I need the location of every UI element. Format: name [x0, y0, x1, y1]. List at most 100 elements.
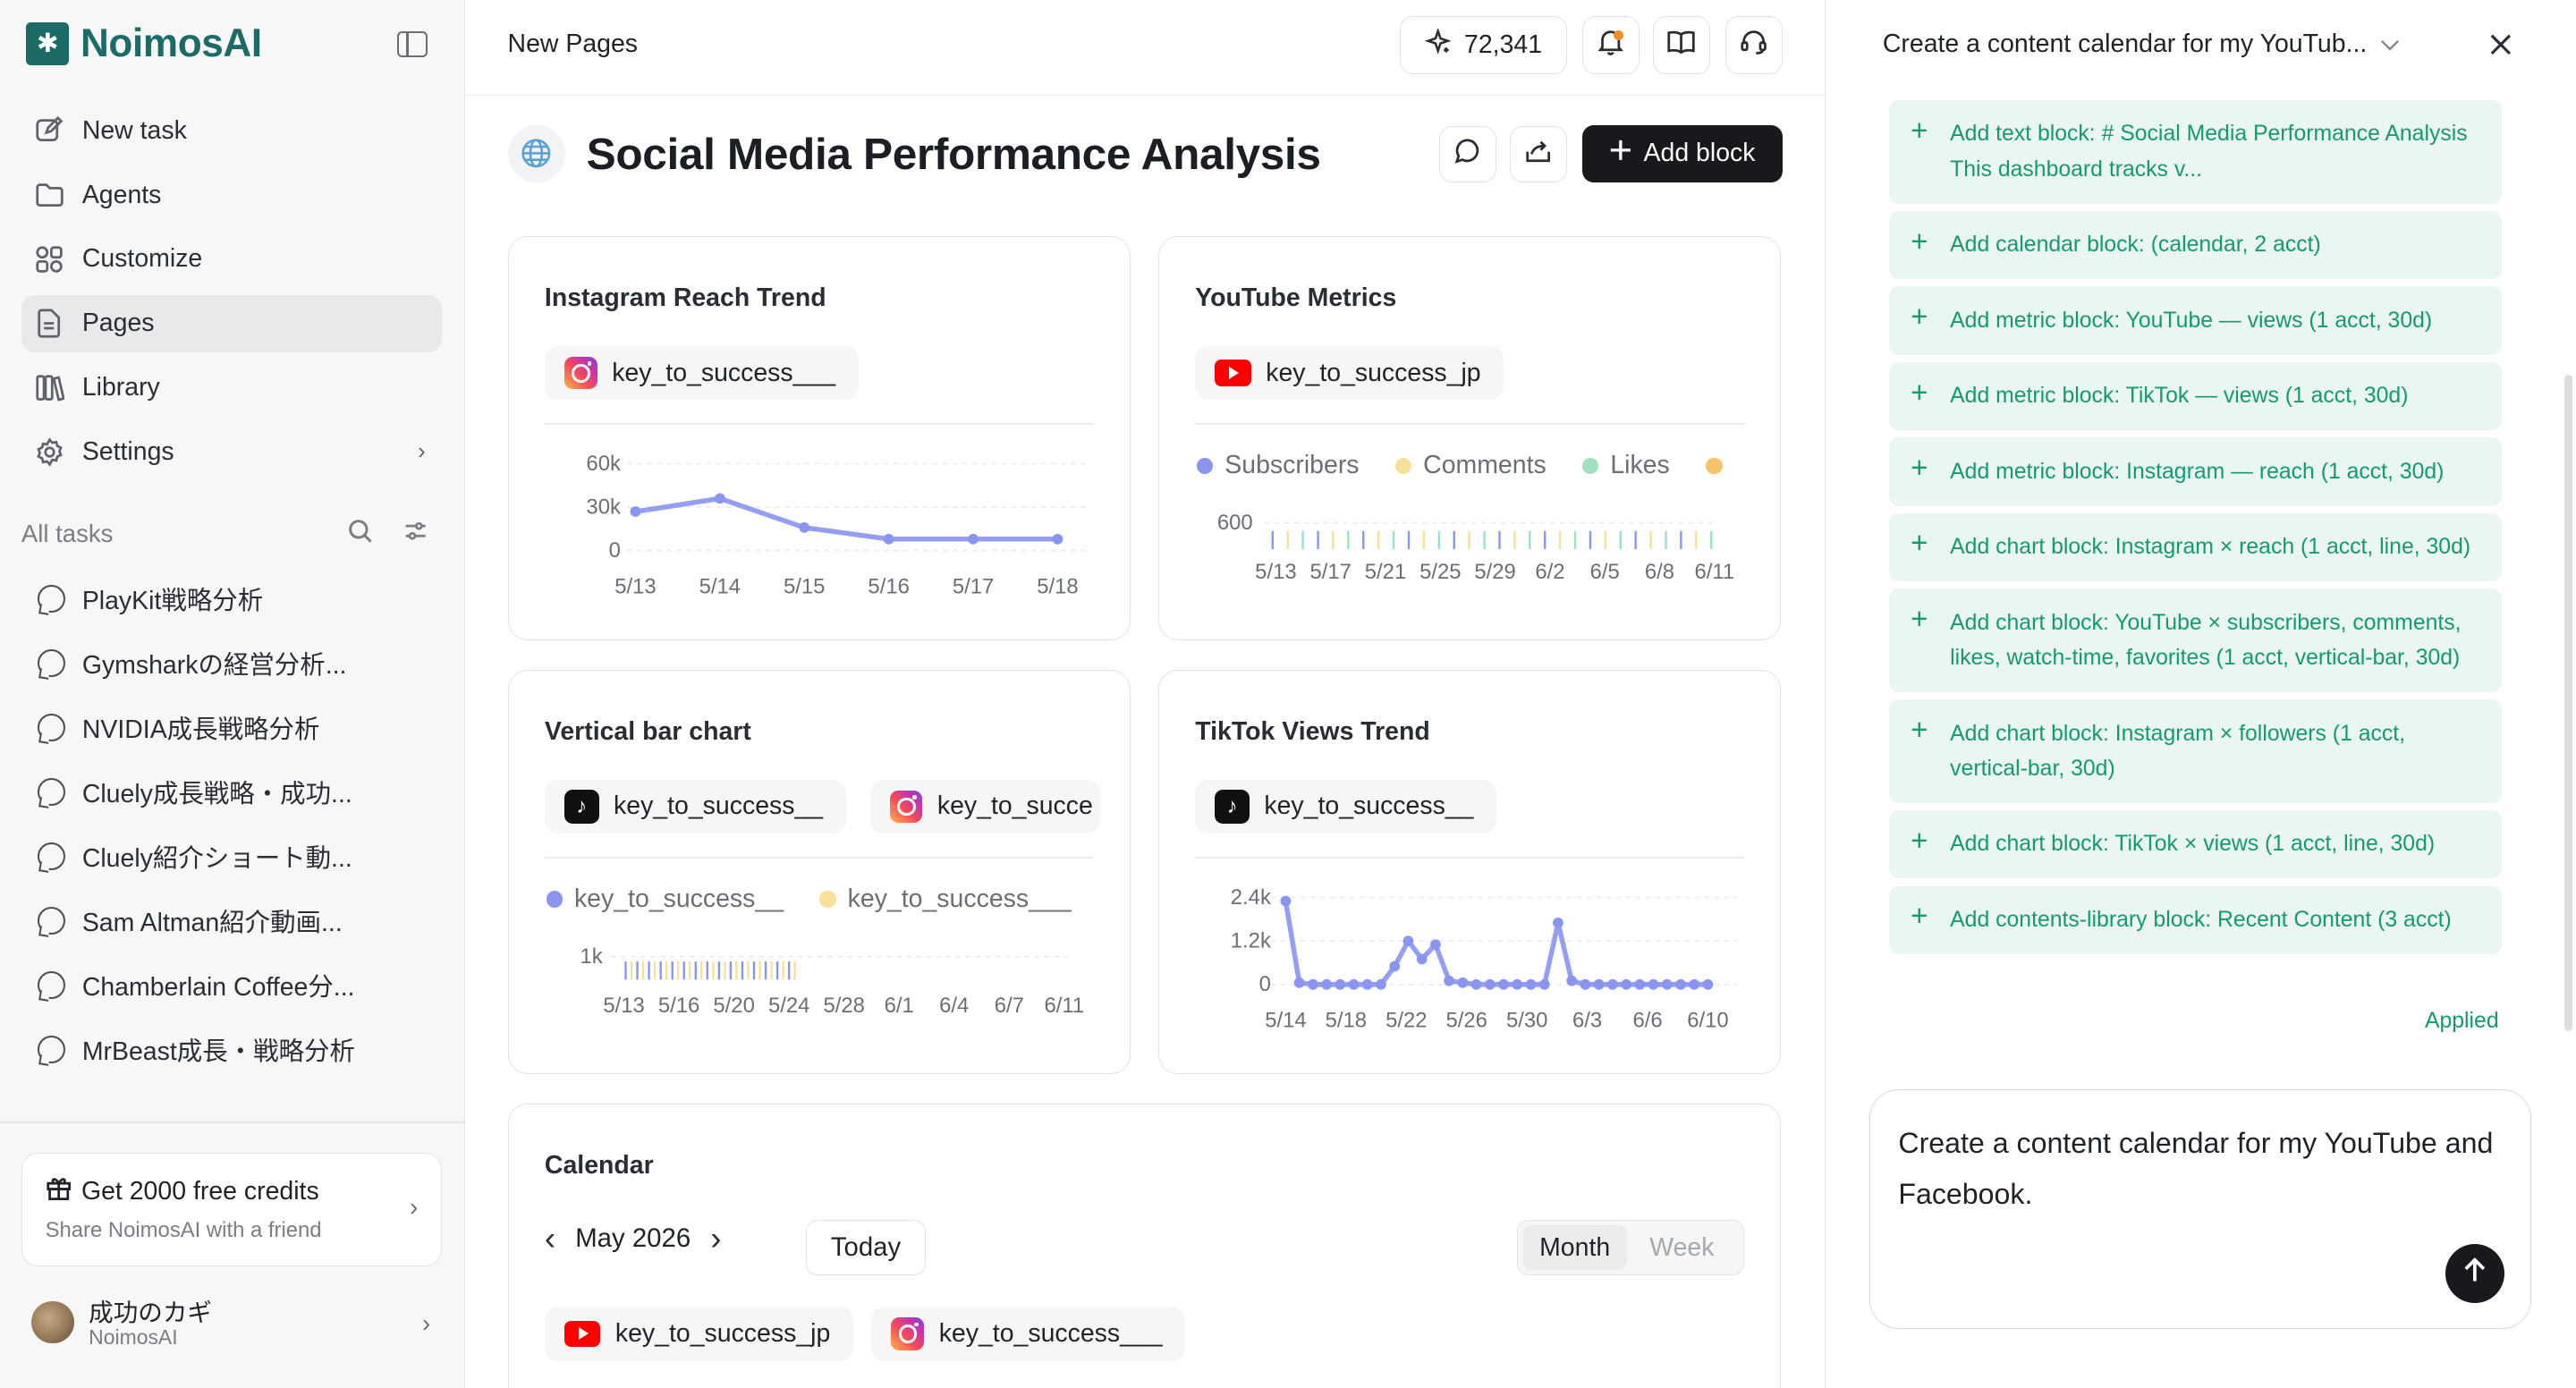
today-button[interactable]: Today	[805, 1219, 927, 1276]
composer-input[interactable]: Create a content calendar for my YouTube…	[1898, 1126, 2494, 1210]
sidebar-item-agents[interactable]: Agents	[21, 166, 442, 224]
action-item[interactable]: + Add chart block: Instagram × reach (1 a…	[1889, 512, 2503, 581]
task-item[interactable]: Sam Altman紹介動画...	[21, 889, 442, 953]
account-chip[interactable]: ♪ key_to_success__	[1195, 779, 1497, 834]
task-item[interactable]: Chamberlain Coffee分...	[21, 953, 442, 1018]
support-button[interactable]	[1724, 16, 1783, 74]
x-tick-label: 6/4	[939, 994, 969, 1018]
tiktok-views-card[interactable]: TikTok Views Trend ♪ key_to_success__ 2.…	[1157, 670, 1781, 1075]
brand-logo[interactable]: ✱ NoimosAI	[26, 21, 262, 66]
scrollbar[interactable]	[2564, 374, 2573, 1032]
task-item[interactable]: Cluely紹介ショート動...	[21, 825, 442, 889]
page-title[interactable]: Social Media Performance Analysis	[586, 129, 1321, 180]
chevron-left-icon[interactable]: ‹	[544, 1219, 556, 1257]
instagram-reach-card[interactable]: Instagram Reach Trend key_to_success___ …	[507, 236, 1131, 641]
close-icon[interactable]	[2489, 23, 2512, 65]
bar	[1422, 531, 1425, 550]
all-tasks-label: All tasks	[21, 519, 114, 547]
chat-bubble-icon	[38, 714, 66, 742]
bar	[665, 961, 667, 980]
credits-title: Get 2000 free credits	[80, 1177, 319, 1206]
action-item[interactable]: + Add chart block: TikTok × views (1 acct…	[1889, 810, 2503, 879]
bar	[1709, 531, 1713, 550]
send-button[interactable]	[2445, 1244, 2505, 1304]
notifications-button[interactable]	[1581, 16, 1640, 74]
action-item[interactable]: + Add metric block: Instagram — reach (1 …	[1889, 437, 2503, 506]
task-item[interactable]: PlayKit戦略分析	[21, 567, 442, 631]
comment-button[interactable]	[1438, 126, 1497, 182]
account-chip[interactable]: key_to_success___	[544, 345, 859, 401]
bar	[694, 961, 697, 980]
vertical-bar-card[interactable]: Vertical bar chart ♪ key_to_success__ ke…	[507, 670, 1131, 1075]
bar	[1543, 531, 1546, 550]
docs-button[interactable]	[1652, 16, 1710, 74]
globe-icon[interactable]	[507, 124, 565, 182]
legend-dot	[546, 891, 564, 908]
action-item[interactable]: + Add chart block: Instagram × followers …	[1889, 699, 2503, 803]
action-item[interactable]: + Add text block: # Social Media Performa…	[1889, 100, 2503, 204]
x-tick-label: 6/11	[1044, 994, 1084, 1018]
action-item[interactable]: + Add metric block: YouTube — views (1 ac…	[1889, 286, 2503, 355]
legend-item[interactable]	[1706, 451, 1723, 480]
action-item[interactable]: + Add calendar block: (calendar, 2 acct)	[1889, 210, 2503, 280]
user-profile[interactable]: 成功のカギ NoimosAI ›	[30, 1292, 442, 1351]
credits-counter[interactable]: 72,341	[1399, 16, 1568, 74]
bar	[1437, 531, 1440, 550]
chat-bubble-icon	[38, 1035, 66, 1064]
folder-icon	[35, 180, 64, 209]
plus-icon	[1609, 139, 1632, 169]
tiktok-views-chart: 2.4k 1.2k 0 5/14 5/18 5/22 5/26 5/30 6/3 6/6 6/10	[1231, 885, 1738, 1033]
task-item[interactable]: Gymsharkの経営分析...	[21, 631, 442, 696]
bar	[1301, 531, 1304, 550]
account-chip[interactable]: ♪ key_to_success__	[544, 779, 846, 834]
youtube-metrics-card[interactable]: YouTube Metrics key_to_success_jp Subscr…	[1157, 236, 1781, 641]
account-chip[interactable]: key_to_success_jp	[544, 1307, 853, 1361]
legend-item[interactable]: key_to_success__	[546, 884, 784, 914]
week-view-tab[interactable]: Week	[1649, 1232, 1715, 1262]
action-list: + Add text block: # Social Media Performa…	[1889, 100, 2503, 961]
legend-item[interactable]: key_to_success___	[819, 884, 1072, 914]
sidebar-item-new-task[interactable]: New task	[21, 102, 442, 159]
data-point	[1457, 978, 1469, 989]
action-item[interactable]: + Add chart block: YouTube × subscribers,…	[1889, 588, 2503, 692]
sidebar-item-customize[interactable]: Customize	[21, 231, 442, 288]
legend-item[interactable]: Subscribers	[1197, 451, 1360, 480]
action-item[interactable]: + Add metric block: TikTok — views (1 acc…	[1889, 361, 2503, 431]
free-credits-card[interactable]: Get 2000 free credits Share NoimosAI wit…	[21, 1153, 443, 1267]
legend-item[interactable]: Comments	[1394, 451, 1546, 480]
bar	[792, 961, 796, 980]
month-view-tab[interactable]: Month	[1522, 1225, 1627, 1270]
breadcrumb[interactable]: New Pages	[507, 30, 639, 59]
sidebar-collapse-icon[interactable]	[397, 30, 428, 58]
y-tick-label: 0	[608, 539, 620, 563]
task-item[interactable]: MrBeast成長・戦略分析	[21, 1018, 442, 1082]
task-item[interactable]: Cluely成長戦略・成功...	[21, 760, 442, 825]
conversation-title[interactable]: Create a content calendar for my YouTub.…	[1883, 30, 2400, 59]
bar	[1558, 531, 1562, 550]
action-item[interactable]: + Add contents-library block: Recent Cont…	[1889, 885, 2503, 954]
plus-icon: +	[1911, 452, 1928, 486]
calendar-card[interactable]: Calendar ‹ May 2026 › Today Month Week k…	[507, 1104, 1781, 1388]
search-icon[interactable]	[347, 518, 373, 550]
sidebar-item-library[interactable]: Library	[21, 360, 442, 417]
sidebar-item-settings[interactable]: Settings ›	[21, 424, 442, 481]
account-chip[interactable]: key_to_succe	[869, 779, 1100, 834]
x-tick-label: 5/26	[1445, 1009, 1487, 1033]
chat-composer[interactable]: Create a content calendar for my YouTube…	[1869, 1088, 2532, 1329]
task-item[interactable]: NVIDIA成長戦略分析	[21, 696, 442, 760]
instagram-reach-chart: 60k 30k 0 5/13 5/14 5/15 5/16 5/17 5/18	[586, 452, 1088, 599]
bar	[729, 961, 732, 980]
chart-legend: key_to_success__ key_to_success___	[546, 884, 1072, 914]
bar	[1453, 531, 1455, 550]
filter-icon[interactable]	[402, 518, 428, 550]
account-chip[interactable]: key_to_success___	[871, 1307, 1186, 1361]
add-block-button[interactable]: Add block	[1581, 124, 1783, 182]
card-title: TikTok Views Trend	[1195, 716, 1430, 746]
chevron-right-icon[interactable]: ›	[710, 1219, 722, 1257]
legend-item[interactable]: Likes	[1582, 451, 1670, 480]
account-chip[interactable]: key_to_success_jp	[1195, 345, 1504, 401]
sidebar-item-pages[interactable]: Pages	[21, 294, 443, 353]
youtube-icon	[564, 1320, 601, 1348]
bar	[1498, 531, 1501, 550]
share-button[interactable]	[1509, 126, 1568, 182]
